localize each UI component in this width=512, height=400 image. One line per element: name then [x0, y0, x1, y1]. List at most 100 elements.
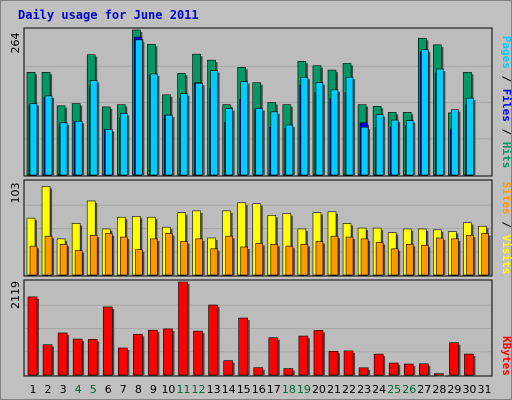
sites-bar: [405, 244, 414, 276]
legend-files: Files: [500, 89, 512, 122]
x-tick-label: 9: [150, 383, 157, 396]
kbytes-bar: [328, 351, 339, 376]
x-tick-label: 31: [478, 383, 492, 396]
kbytes-bar: [253, 367, 264, 376]
x-tick-label: 3: [60, 383, 67, 396]
sites-bar: [74, 250, 83, 276]
x-tick-label: 7: [120, 383, 127, 396]
visits-ymax-label: 103: [9, 183, 22, 204]
kbytes-bar: [268, 337, 279, 376]
sites-bar: [29, 245, 38, 276]
x-tick-label: 5: [90, 383, 97, 396]
x-tick-label: 10: [161, 383, 175, 396]
x-tick-label: 8: [135, 383, 142, 396]
pages-bar: [420, 49, 429, 176]
sites-bar: [44, 235, 53, 276]
chart-title: Daily usage for June 2011: [18, 8, 199, 22]
kbytes-bar: [118, 347, 128, 376]
visits-legend: Sites / Visits: [500, 182, 512, 275]
x-tick-label: 2: [45, 383, 52, 396]
sites-bar: [466, 234, 474, 276]
x-tick-label: 17: [267, 383, 281, 396]
x-tick-label: 28: [432, 383, 446, 396]
legend-hits: Hits: [500, 142, 512, 169]
x-tick-label: 21: [327, 383, 341, 396]
kbytes-bar: [464, 353, 474, 376]
kbytes-bar: [72, 338, 83, 376]
pages-bar: [405, 120, 414, 176]
sites-bar: [451, 238, 459, 276]
kbytes-bar: [388, 362, 399, 376]
sites-bar: [59, 244, 68, 276]
legend-visits: Visits: [500, 235, 512, 275]
x-tick-label: 15: [237, 383, 251, 396]
x-tick-label: 16: [252, 383, 266, 396]
pages-bar: [330, 89, 339, 176]
x-tick-label: 20: [312, 383, 326, 396]
kbytes-bar: [313, 330, 324, 376]
legend-pages: Pages: [500, 36, 512, 69]
pages-bar: [390, 119, 399, 176]
sites-bar: [345, 236, 354, 276]
kbytes-bar: [193, 330, 203, 376]
kbytes-bar: [42, 344, 53, 376]
kbytes-bar: [57, 332, 68, 376]
sites-bar: [285, 245, 294, 276]
pages-bar: [210, 70, 218, 176]
sites-bar: [436, 237, 444, 276]
legend-sites: Sites: [500, 182, 512, 215]
sites-bar: [330, 235, 339, 276]
pages-bar: [89, 80, 98, 176]
pages-bar: [135, 39, 143, 176]
pages-bar: [270, 111, 279, 176]
pages-bar: [225, 108, 233, 176]
chart-marks: 1 2 3 4 5 6 7 8 9 10 11 12 13 14 15 16 17 18 19 20 21 22 23 24 2…: [25, 29, 492, 396]
kbytes-bar: [283, 368, 294, 376]
x-tick-label: 30: [462, 383, 476, 396]
x-tick-label: 12: [192, 383, 206, 396]
kbytes-bar: [208, 304, 218, 376]
pages-bar: [180, 93, 188, 176]
x-tick-label: 14: [222, 383, 236, 396]
sites-bar: [120, 236, 128, 276]
pages-bar: [345, 76, 354, 176]
kbytes-bar: [223, 360, 233, 376]
kbytes-bar: [298, 335, 309, 376]
pages-bar: [360, 126, 369, 176]
pages-bar: [436, 68, 444, 176]
kbytes-bar: [163, 328, 173, 376]
kbytes-bar: [373, 353, 384, 376]
kbytes-bar: [343, 350, 354, 376]
kbytes-bar: [403, 363, 414, 376]
kbytes-bar: [358, 367, 369, 376]
kbytes-ymax-label: 2119: [9, 281, 22, 309]
sites-bar: [270, 244, 279, 276]
pages-bar: [120, 113, 128, 176]
x-tick-label: 6: [105, 383, 112, 396]
pages-bar: [300, 76, 309, 176]
x-tick-label: 4: [75, 383, 82, 396]
pages-bar: [44, 95, 53, 176]
kbytes-bar: [102, 306, 113, 376]
sites-bar: [255, 243, 264, 276]
sites-bar: [481, 233, 489, 276]
sites-bar: [375, 242, 384, 276]
sites-bar: [180, 241, 188, 276]
kbytes-bar: [178, 281, 188, 376]
sites-bar: [300, 244, 309, 276]
kbytes-bar-shadow: [436, 375, 446, 377]
sites-bar: [195, 238, 203, 276]
pages-bar: [451, 109, 459, 176]
kbytes-bar: [418, 363, 429, 376]
kbytes-bar: [449, 342, 459, 376]
sites-bar: [315, 241, 324, 276]
pages-bar: [29, 103, 38, 176]
pages-bar: [59, 122, 68, 176]
pages-bar: [104, 129, 113, 176]
x-tick-label: 23: [357, 383, 371, 396]
kbytes-bar: [238, 317, 248, 376]
kbytes-bar: [133, 333, 143, 376]
x-tick-label: 18: [282, 383, 296, 396]
